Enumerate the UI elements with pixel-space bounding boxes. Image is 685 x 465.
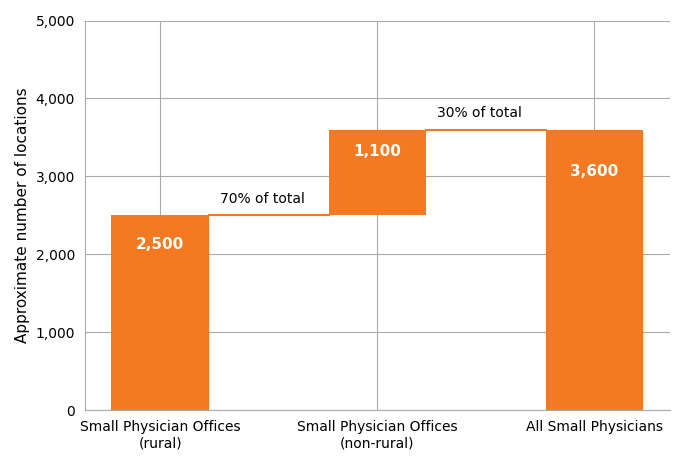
Bar [546,130,643,410]
Text: 3,600: 3,600 [571,164,619,179]
Text: 1,100: 1,100 [353,144,401,159]
Text: 2,500: 2,500 [136,237,184,252]
Bar [112,215,209,410]
Y-axis label: Approximate number of locations: Approximate number of locations [15,87,30,343]
Text: 30% of total: 30% of total [437,106,522,120]
Bar [329,130,426,215]
Text: 70% of total: 70% of total [220,192,305,206]
